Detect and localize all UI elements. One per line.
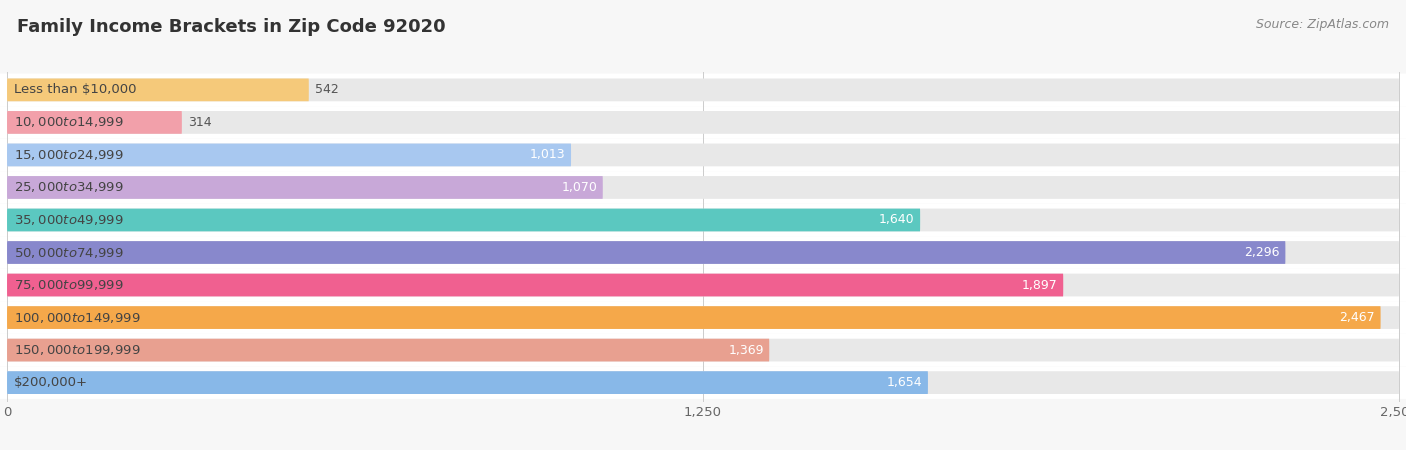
FancyBboxPatch shape	[0, 106, 1406, 139]
FancyBboxPatch shape	[7, 209, 920, 231]
FancyBboxPatch shape	[0, 204, 1406, 236]
Text: $75,000 to $99,999: $75,000 to $99,999	[14, 278, 124, 292]
Text: $150,000 to $199,999: $150,000 to $199,999	[14, 343, 141, 357]
Text: 2,296: 2,296	[1244, 246, 1279, 259]
FancyBboxPatch shape	[7, 144, 571, 166]
Text: Less than $10,000: Less than $10,000	[14, 83, 136, 96]
Text: Source: ZipAtlas.com: Source: ZipAtlas.com	[1256, 18, 1389, 31]
FancyBboxPatch shape	[7, 339, 1399, 361]
FancyBboxPatch shape	[7, 176, 603, 199]
FancyBboxPatch shape	[7, 144, 1399, 166]
FancyBboxPatch shape	[7, 78, 1399, 101]
Text: $100,000 to $149,999: $100,000 to $149,999	[14, 310, 141, 324]
Text: 2,467: 2,467	[1340, 311, 1375, 324]
Text: $15,000 to $24,999: $15,000 to $24,999	[14, 148, 124, 162]
FancyBboxPatch shape	[7, 371, 928, 394]
FancyBboxPatch shape	[0, 334, 1406, 366]
FancyBboxPatch shape	[7, 78, 309, 101]
Text: Family Income Brackets in Zip Code 92020: Family Income Brackets in Zip Code 92020	[17, 18, 446, 36]
FancyBboxPatch shape	[0, 74, 1406, 106]
Text: 1,013: 1,013	[530, 148, 565, 162]
FancyBboxPatch shape	[7, 111, 1399, 134]
FancyBboxPatch shape	[7, 306, 1399, 329]
FancyBboxPatch shape	[7, 209, 1399, 231]
Text: $35,000 to $49,999: $35,000 to $49,999	[14, 213, 124, 227]
Text: $10,000 to $14,999: $10,000 to $14,999	[14, 115, 124, 130]
Text: 1,640: 1,640	[879, 213, 914, 226]
Text: 1,654: 1,654	[887, 376, 922, 389]
Text: 1,070: 1,070	[561, 181, 598, 194]
FancyBboxPatch shape	[0, 302, 1406, 334]
FancyBboxPatch shape	[7, 274, 1399, 297]
FancyBboxPatch shape	[0, 171, 1406, 204]
Text: 314: 314	[188, 116, 212, 129]
FancyBboxPatch shape	[7, 241, 1399, 264]
Text: $200,000+: $200,000+	[14, 376, 87, 389]
FancyBboxPatch shape	[0, 269, 1406, 302]
FancyBboxPatch shape	[7, 241, 1285, 264]
FancyBboxPatch shape	[7, 371, 1399, 394]
FancyBboxPatch shape	[7, 176, 1399, 199]
FancyBboxPatch shape	[7, 274, 1063, 297]
FancyBboxPatch shape	[0, 236, 1406, 269]
FancyBboxPatch shape	[0, 366, 1406, 399]
FancyBboxPatch shape	[7, 306, 1381, 329]
Text: 542: 542	[315, 83, 339, 96]
Text: $50,000 to $74,999: $50,000 to $74,999	[14, 246, 124, 260]
FancyBboxPatch shape	[7, 111, 181, 134]
Text: $25,000 to $34,999: $25,000 to $34,999	[14, 180, 124, 194]
FancyBboxPatch shape	[0, 139, 1406, 171]
Text: 1,897: 1,897	[1022, 279, 1057, 292]
FancyBboxPatch shape	[7, 339, 769, 361]
Text: 1,369: 1,369	[728, 344, 763, 356]
